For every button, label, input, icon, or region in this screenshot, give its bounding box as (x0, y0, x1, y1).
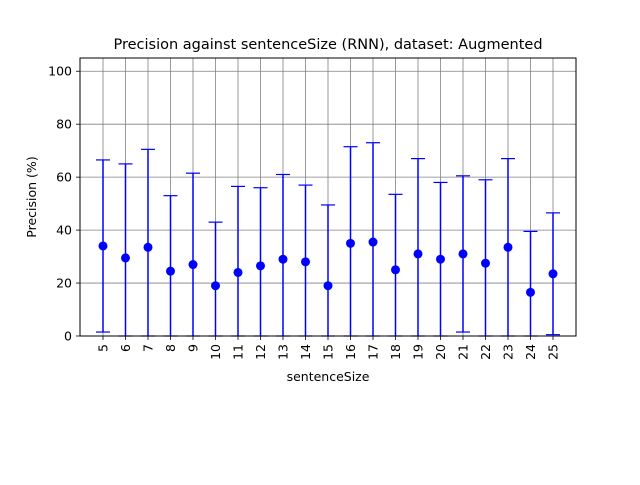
data-point (256, 261, 265, 271)
data-point (211, 281, 220, 291)
y-tick-label: 0 (64, 329, 72, 344)
tick-layer: 5 6 7 8 9 10 11 12 13 14 15 16 17 18 19 20 21 22 23 24 25 0 20… (48, 64, 560, 360)
data-point (143, 242, 153, 252)
x-tick-label: 21 (456, 344, 471, 360)
x-tick-label: 6 (118, 344, 133, 352)
y-tick-label: 80 (56, 117, 72, 132)
data-point (121, 253, 130, 263)
data-point (301, 257, 310, 267)
x-tick-label: 9 (186, 344, 201, 352)
x-tick-label: 24 (523, 344, 538, 360)
data-point (346, 238, 355, 248)
data-point (458, 249, 468, 259)
x-tick-label: 5 (96, 344, 111, 352)
data-point (526, 287, 535, 297)
data-point (188, 260, 198, 270)
data-point (548, 269, 558, 279)
x-tick-label: 23 (501, 344, 516, 360)
x-tick-label: 25 (546, 344, 561, 360)
x-tick-label: 20 (433, 344, 448, 360)
x-tick-label: 16 (343, 344, 358, 360)
chart-title: Precision against sentenceSize (RNN), da… (113, 37, 542, 53)
data-point (481, 258, 490, 268)
x-tick-label: 7 (141, 344, 156, 352)
data-point (323, 281, 333, 291)
data-point (391, 265, 400, 275)
data-point (413, 249, 423, 259)
x-tick-label: 22 (478, 344, 493, 360)
x-tick-label: 10 (208, 344, 223, 360)
data-point (368, 237, 378, 247)
y-tick-label: 100 (48, 64, 72, 79)
y-tick-label: 60 (56, 170, 72, 185)
data-point (503, 242, 513, 252)
y-axis-label: Precision (%) (24, 156, 39, 237)
x-tick-label: 14 (298, 344, 313, 360)
x-tick-label: 19 (411, 344, 426, 360)
y-tick-label: 20 (56, 276, 72, 291)
y-tick-label: 40 (56, 223, 72, 238)
x-tick-label: 15 (321, 344, 336, 360)
data-point (166, 266, 175, 276)
x-tick-label: 17 (366, 344, 381, 360)
data-point (98, 241, 108, 251)
data-point (436, 254, 445, 264)
x-tick-label: 18 (388, 344, 403, 360)
x-axis-label: sentenceSize (287, 369, 370, 384)
x-tick-label: 13 (276, 344, 291, 360)
x-tick-label: 12 (253, 344, 268, 360)
x-tick-label: 8 (163, 344, 178, 352)
x-tick-label: 11 (231, 344, 246, 360)
data-point (278, 254, 288, 264)
data-point (233, 267, 243, 277)
